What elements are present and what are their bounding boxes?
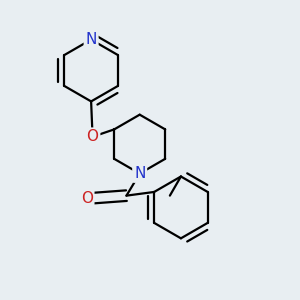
Text: N: N <box>85 32 97 47</box>
Text: N: N <box>134 166 146 181</box>
Text: O: O <box>81 191 93 206</box>
Text: O: O <box>87 129 99 144</box>
